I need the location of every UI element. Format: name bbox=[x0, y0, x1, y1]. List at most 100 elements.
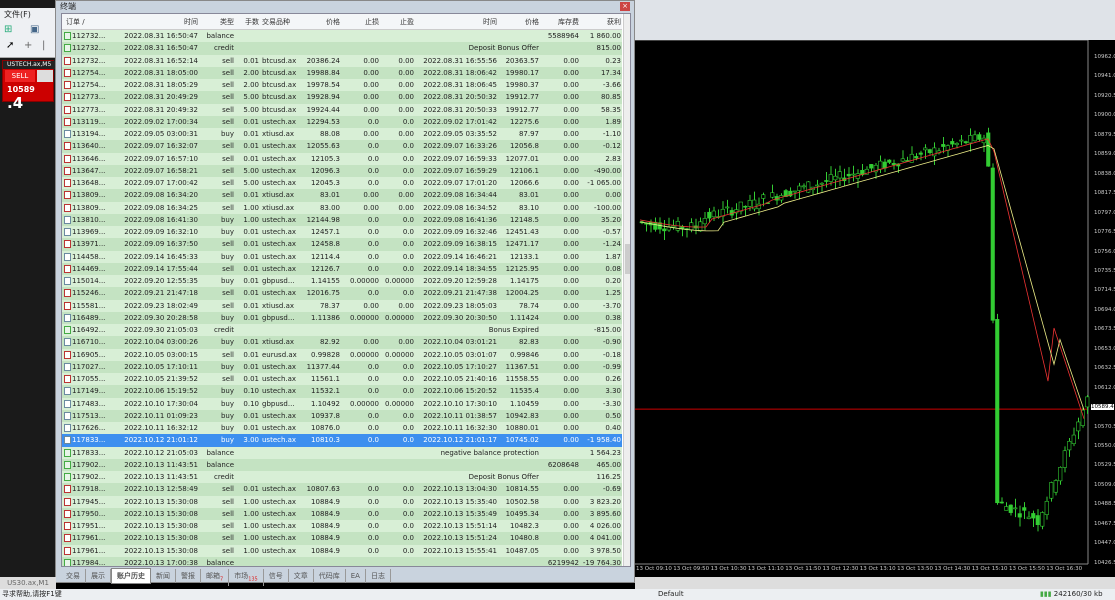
table-row[interactable]: 113809... 2022.09.08 16:34:25 sell 1.00 xtiu… bbox=[62, 201, 622, 214]
cell-swap: 0.00 bbox=[563, 534, 579, 543]
table-row[interactable]: 112754... 2022.08.31 18:05:00 sell 2.00 btcu… bbox=[62, 66, 622, 79]
chart-tab-us30[interactable]: US30.ax,M1 bbox=[0, 577, 56, 589]
table-row[interactable]: 112754... 2022.08.31 18:05:29 sell 2.00 btcu… bbox=[62, 79, 622, 92]
table-row[interactable]: 113809... 2022.09.08 16:34:20 sell 0.01 xtiu… bbox=[62, 189, 622, 202]
table-row[interactable]: 117833... 2022.10.12 21:05:03 balance negat… bbox=[62, 446, 622, 459]
table-row[interactable]: 113969... 2022.09.09 16:32:10 buy 0.01 ustec… bbox=[62, 226, 622, 239]
cell-type: sell bbox=[222, 68, 234, 77]
cell-open-time: 2022.09.30 21:05:03 bbox=[124, 326, 198, 334]
table-row[interactable]: 113119... 2022.09.02 17:00:34 sell 0.01 uste… bbox=[62, 115, 622, 128]
table-row[interactable]: 117945... 2022.10.13 15:30:08 sell 1.00 uste… bbox=[62, 495, 622, 508]
column-header-lots[interactable]: 手数 bbox=[245, 18, 259, 26]
table-row[interactable]: 112732... 2022.08.31 16:52:14 sell 0.01 btcu… bbox=[62, 54, 622, 67]
cell-order: 117055... bbox=[72, 375, 106, 383]
column-header-open-time[interactable]: 时间 bbox=[184, 18, 198, 26]
table-row[interactable]: 113971... 2022.09.09 16:37:50 sell 0.01 uste… bbox=[62, 238, 622, 251]
table-row[interactable]: 115246... 2022.09.21 21:47:18 sell 0.01 uste… bbox=[62, 287, 622, 300]
column-header-take-profit[interactable]: 止盈 bbox=[400, 18, 414, 26]
column-header-profit[interactable]: 获利 bbox=[607, 18, 621, 26]
table-row[interactable]: 117951... 2022.10.13 15:30:08 sell 1.00 uste… bbox=[62, 520, 622, 533]
table-row[interactable]: 117055... 2022.10.05 21:39:52 sell 0.01 uste… bbox=[62, 373, 622, 386]
table-row[interactable]: 116905... 2022.10.05 03:00:15 sell 0.01 euru… bbox=[62, 348, 622, 361]
column-header-open-price[interactable]: 价格 bbox=[326, 18, 340, 26]
new-order-icon[interactable]: ⊞ bbox=[4, 24, 13, 35]
table-row[interactable]: 116489... 2022.09.30 20:28:58 buy 0.01 gbpus… bbox=[62, 311, 622, 324]
cell-close-price: 83.01 bbox=[518, 191, 539, 200]
tab-7[interactable]: 信号 bbox=[264, 569, 289, 583]
cell-profit: 815.00 bbox=[596, 44, 622, 53]
table-row[interactable]: 114469... 2022.09.14 17:55:44 sell 0.01 uste… bbox=[62, 262, 622, 275]
table-row[interactable]: 114458... 2022.09.14 16:45:33 buy 0.01 ustec… bbox=[62, 250, 622, 263]
tab-5[interactable]: 邮箱7 bbox=[201, 569, 230, 587]
column-header-symbol[interactable]: 交易品种 bbox=[262, 18, 290, 26]
cell-open-time: 2022.10.13 15:30:08 bbox=[124, 509, 198, 518]
close-icon[interactable]: × bbox=[620, 2, 630, 11]
crosshair-icon[interactable]: + bbox=[24, 40, 33, 51]
vertical-line-icon[interactable]: | bbox=[42, 40, 46, 51]
table-row[interactable]: 117902... 2022.10.13 11:43:51 credit Deposi… bbox=[62, 471, 622, 484]
tab-9[interactable]: 代码库 bbox=[314, 569, 346, 583]
price-tick: 10838.0 bbox=[1094, 170, 1115, 177]
table-row[interactable]: 117961... 2022.10.13 15:30:08 sell 1.00 uste… bbox=[62, 532, 622, 545]
column-header-type[interactable]: 类型 bbox=[220, 18, 234, 26]
table-row[interactable]: 116492... 2022.09.30 21:05:03 credit Bonus … bbox=[62, 324, 622, 337]
table-row[interactable]: 113647... 2022.09.07 16:58:21 sell 5.00 uste… bbox=[62, 164, 622, 177]
table-row[interactable]: 117950... 2022.10.13 15:30:08 sell 1.00 uste… bbox=[62, 507, 622, 520]
profiles-icon[interactable]: ▣ bbox=[30, 24, 40, 35]
table-row[interactable]: 112732... 2022.08.31 16:50:47 balance 55889… bbox=[62, 30, 622, 43]
table-row[interactable]: 117626... 2022.10.11 16:32:12 buy 0.01 ustec… bbox=[62, 422, 622, 435]
table-row[interactable]: 113810... 2022.09.08 16:41:30 buy 1.00 ustec… bbox=[62, 213, 622, 226]
tab-11[interactable]: 日志 bbox=[366, 569, 391, 583]
tab-3[interactable]: 新闻 bbox=[151, 569, 176, 583]
table-row[interactable]: 117483... 2022.10.10 17:30:04 buy 0.10 gbpus… bbox=[62, 397, 622, 410]
cell-close-time: 2022.10.05 03:01:07 bbox=[423, 350, 497, 359]
table-row[interactable]: 117984... 2022.10.13 17:00:38 balance 62199… bbox=[62, 556, 622, 566]
candle bbox=[1031, 513, 1036, 519]
tab-2[interactable]: 账户历史 bbox=[111, 568, 151, 584]
sell-button[interactable]: SELL bbox=[5, 70, 35, 82]
table-row[interactable]: 115581... 2022.09.23 18:02:49 sell 0.01 xtiu… bbox=[62, 299, 622, 312]
column-header-stop-loss[interactable]: 止损 bbox=[365, 18, 379, 26]
table-row[interactable]: 117513... 2022.10.11 01:09:23 buy 0.01 ustec… bbox=[62, 409, 622, 422]
table-row[interactable]: 113640... 2022.09.07 16:32:07 sell 0.01 uste… bbox=[62, 140, 622, 153]
tab-0[interactable]: 交易 bbox=[61, 569, 86, 583]
cell-swap: 0.00 bbox=[563, 387, 579, 396]
tab-1[interactable]: 展示 bbox=[86, 569, 111, 583]
table-row[interactable]: 115014... 2022.09.20 12:55:35 buy 0.01 gbpus… bbox=[62, 275, 622, 288]
tab-8[interactable]: 文章 bbox=[289, 569, 314, 583]
table-row[interactable]: 117149... 2022.10.06 15:19:52 buy 0.10 ustec… bbox=[62, 385, 622, 398]
cell-lots: 0.01 bbox=[243, 350, 259, 359]
vertical-scrollbar[interactable] bbox=[623, 14, 630, 566]
table-row[interactable]: 117918... 2022.10.13 12:58:49 sell 0.01 uste… bbox=[62, 483, 622, 496]
cell-close-time: 2022.10.04 03:01:21 bbox=[423, 338, 497, 347]
table-row[interactable]: 117961... 2022.10.13 15:30:08 sell 1.00 uste… bbox=[62, 544, 622, 557]
chart-horizontal-scrollbar[interactable] bbox=[635, 577, 1115, 589]
table-row[interactable]: 112773... 2022.08.31 20:49:32 sell 5.00 btcu… bbox=[62, 103, 622, 116]
cell-close-price: 12056.8 bbox=[510, 142, 539, 151]
menu-file[interactable]: 文件(F) bbox=[0, 8, 56, 22]
table-row[interactable]: 113648... 2022.09.07 17:00:42 sell 5.00 uste… bbox=[62, 177, 622, 190]
table-row[interactable]: 112732... 2022.08.31 16:50:47 credit Deposi… bbox=[62, 42, 622, 55]
buy-order-icon bbox=[64, 411, 71, 420]
cell-close-time: 2022.10.13 15:55:41 bbox=[423, 546, 497, 555]
column-header-close-time[interactable]: 时间 bbox=[483, 18, 497, 26]
column-header-order[interactable]: 订单 / bbox=[66, 18, 85, 26]
cursor-icon[interactable]: ➚ bbox=[6, 40, 15, 51]
table-row[interactable]: 116710... 2022.10.04 03:00:26 buy 0.01 xtius… bbox=[62, 336, 622, 349]
tab-4[interactable]: 警报 bbox=[176, 569, 201, 583]
table-row[interactable]: 112773... 2022.08.31 20:49:29 sell 5.00 btcu… bbox=[62, 91, 622, 104]
table-row[interactable]: 117027... 2022.10.05 17:10:11 buy 0.01 ustec… bbox=[62, 360, 622, 373]
table-row[interactable]: 113194... 2022.09.05 03:00:31 buy 0.01 xtius… bbox=[62, 128, 622, 141]
tab-6[interactable]: 市场135 bbox=[229, 569, 264, 587]
tab-10[interactable]: EA bbox=[346, 569, 366, 583]
table-row[interactable]: 113646... 2022.09.07 16:57:10 sell 0.01 uste… bbox=[62, 152, 622, 165]
column-header-close-price[interactable]: 价格 bbox=[525, 18, 539, 26]
buy-order-icon bbox=[64, 424, 71, 432]
table-row[interactable]: 117902... 2022.10.13 11:43:51 balance 62086… bbox=[62, 458, 622, 471]
cell-symbol: ustech.ax bbox=[262, 546, 297, 555]
volume-input[interactable] bbox=[37, 70, 53, 82]
cell-swap: 0.00 bbox=[563, 68, 579, 77]
column-header-swap[interactable]: 库存费 bbox=[558, 18, 579, 26]
candle bbox=[1053, 480, 1058, 493]
table-row[interactable]: 117833... 2022.10.12 21:01:12 buy 3.00 ustec… bbox=[62, 434, 622, 447]
